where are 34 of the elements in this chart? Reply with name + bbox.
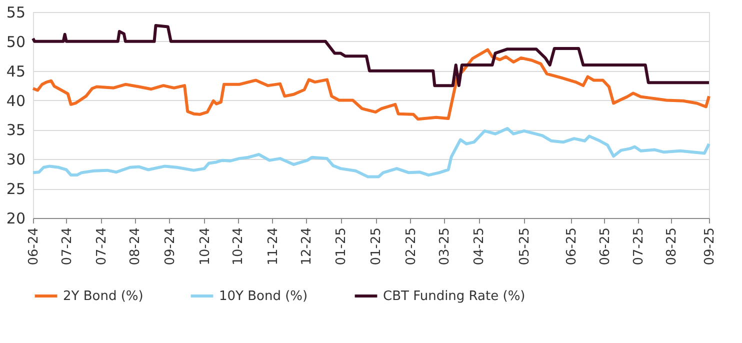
y-tick-label: 30 <box>6 150 26 169</box>
x-tick-label: 10-24 <box>198 228 213 266</box>
x-tick-label: 07-24 <box>94 228 110 266</box>
x-tick-label: 08-24 <box>128 228 144 266</box>
x-tick-label: 06-25 <box>598 228 613 266</box>
line-series <box>32 127 710 178</box>
y-tick-label: 45 <box>6 62 26 80</box>
y-tick-label: 55 <box>6 4 26 22</box>
legend-label: CBT Funding Rate (%) <box>383 289 526 304</box>
legend-label: 2Y Bond (%) <box>63 289 144 304</box>
x-tick-label: 05-25 <box>518 228 533 266</box>
x-tick-label: 06-25 <box>564 228 580 266</box>
x-tick-label: 08-25 <box>664 228 680 266</box>
x-tick-label: 01-25 <box>369 228 384 266</box>
x-tick-label: 07-24 <box>60 228 75 266</box>
x-tick-label: 03-25 <box>437 228 452 266</box>
x-tick-label: 07-25 <box>631 228 646 266</box>
y-tick-label: 40 <box>6 92 26 110</box>
x-tick-label: 02-25 <box>404 228 419 266</box>
x-tick-label: 12-24 <box>299 228 314 266</box>
line-series <box>32 48 710 121</box>
x-tick-label: 09-24 <box>162 228 178 266</box>
x-tick-label: 01-25 <box>334 228 350 266</box>
x-tick-label: 09-25 <box>702 228 718 266</box>
y-tick-label: 25 <box>6 180 26 198</box>
y-tick-label: 35 <box>6 121 26 140</box>
x-tick-label: 11-24 <box>266 228 281 266</box>
line-series <box>32 24 710 88</box>
x-tick-label: 10-24 <box>231 228 246 266</box>
y-tick-label: 50 <box>6 32 26 51</box>
legend-label: 10Y Bond (%) <box>219 289 308 304</box>
x-tick-label: 04-25 <box>472 228 488 266</box>
y-tick-label: 20 <box>6 210 26 228</box>
x-tick-label: 06-24 <box>26 228 42 266</box>
